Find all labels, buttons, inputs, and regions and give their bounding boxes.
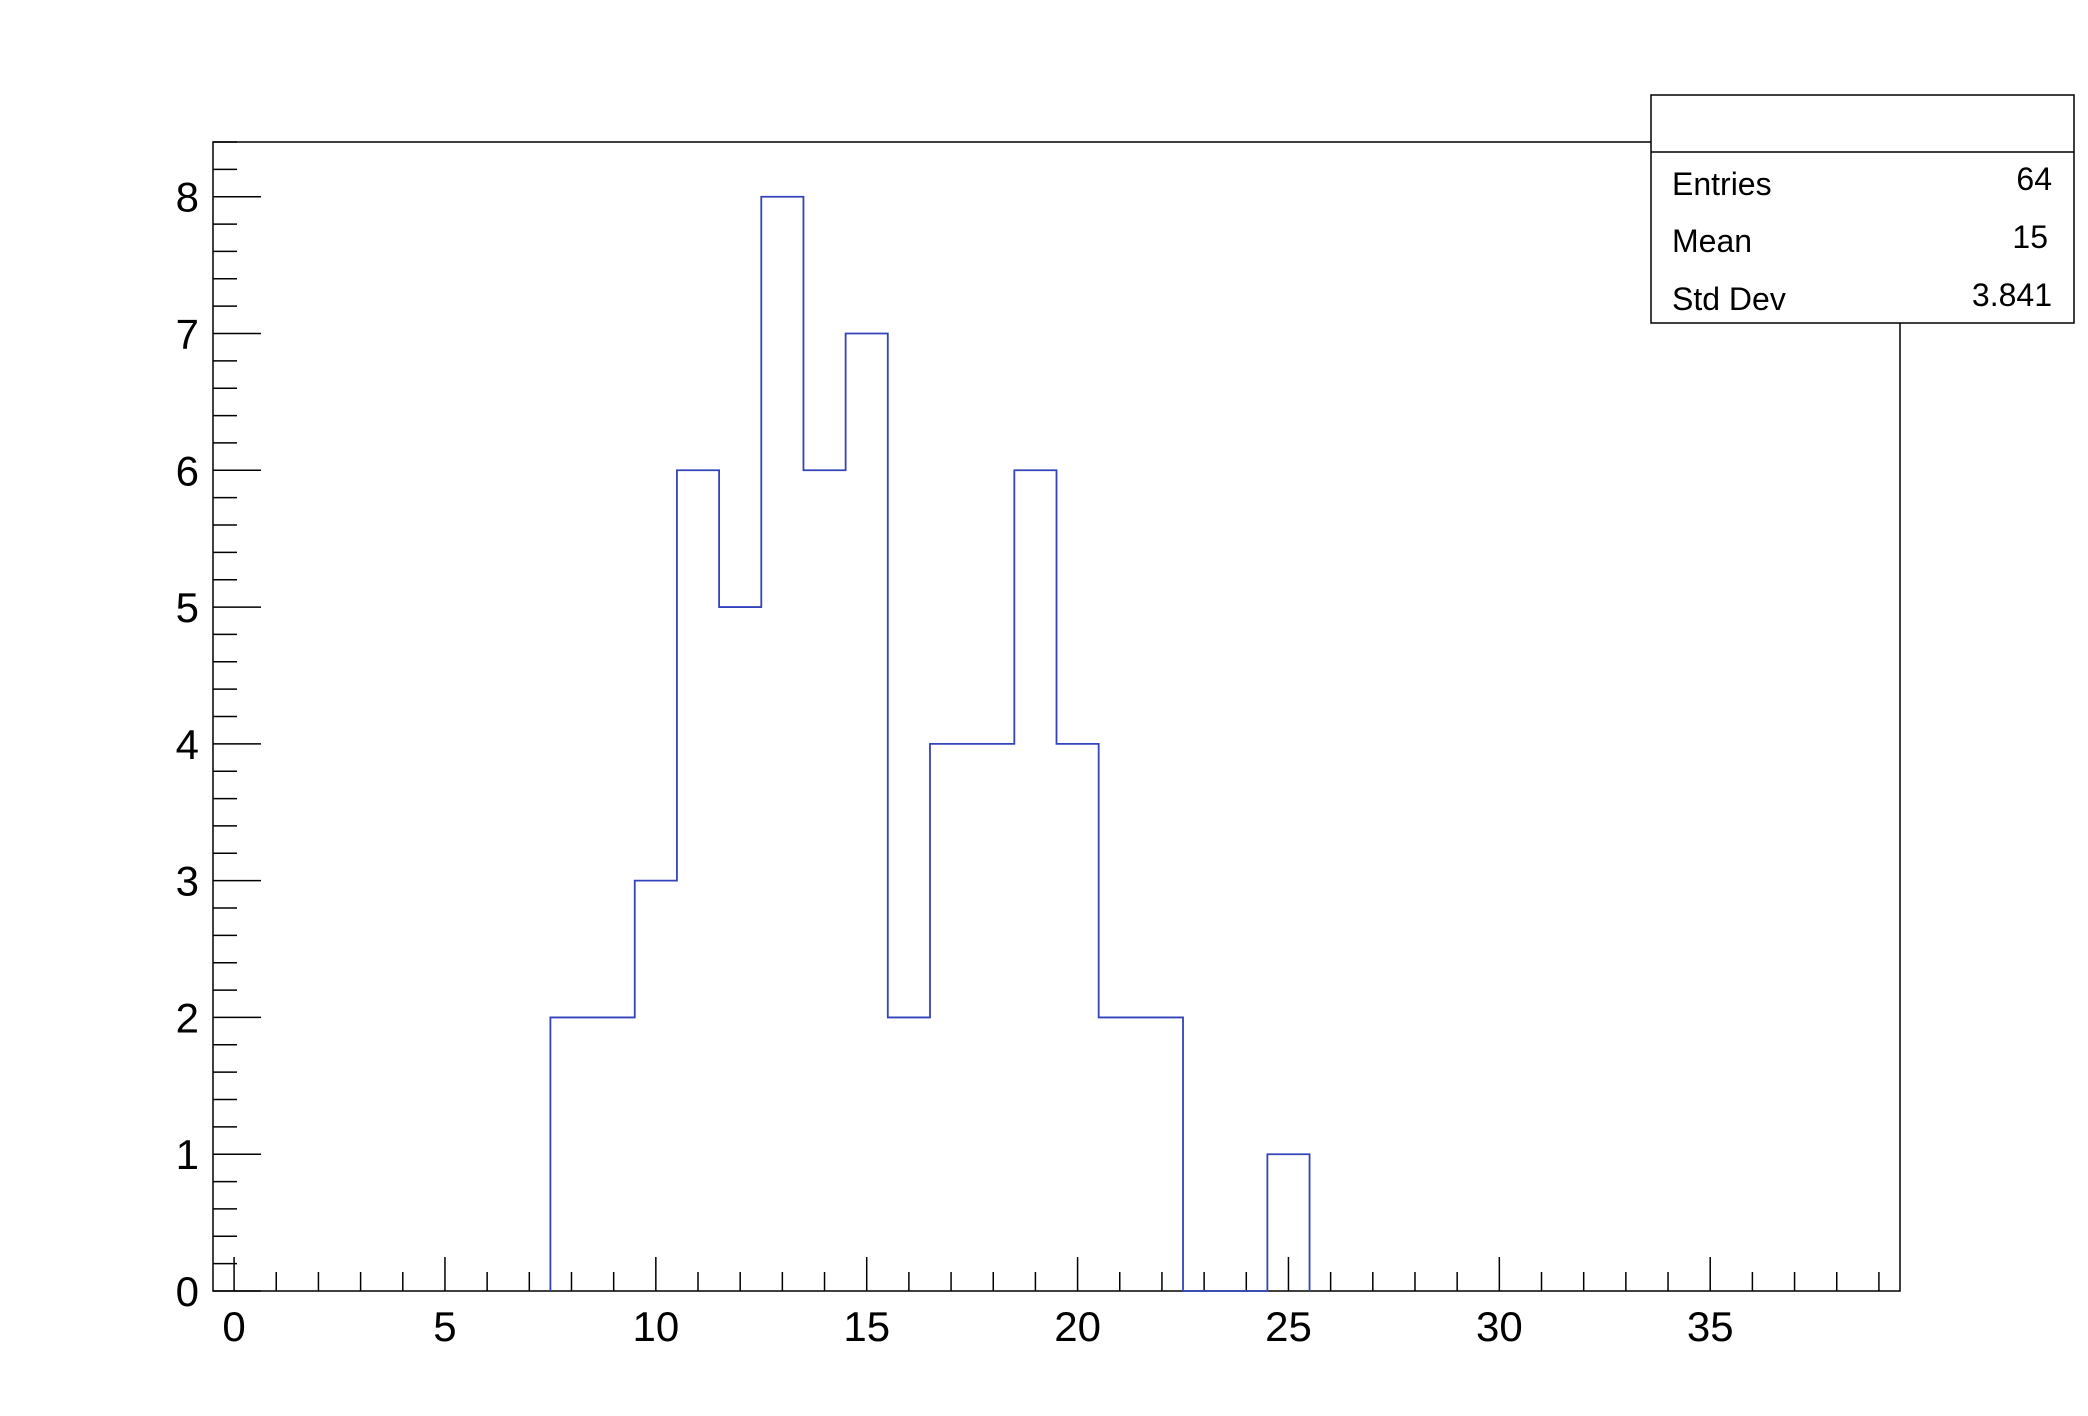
x-tick-label: 35 bbox=[1687, 1303, 1734, 1350]
stats-value-mean: 15 bbox=[2012, 219, 2048, 255]
stats-box: Entries 64 Mean 15 Std Dev 3.841 bbox=[1650, 94, 2075, 324]
y-tick-label: 4 bbox=[176, 721, 199, 768]
y-tick-label: 1 bbox=[176, 1131, 199, 1178]
histogram-bin bbox=[677, 470, 719, 1291]
stats-label-mean: Mean bbox=[1672, 223, 1752, 259]
histogram-bin bbox=[593, 1017, 635, 1291]
histogram-bin bbox=[803, 470, 845, 1291]
x-tick-label: 20 bbox=[1054, 1303, 1101, 1350]
histogram-bin bbox=[1014, 470, 1056, 1291]
histogram-bin bbox=[1099, 1017, 1141, 1291]
histogram-bin bbox=[550, 1017, 592, 1291]
x-tick-label: 5 bbox=[433, 1303, 456, 1350]
x-tick-label: 10 bbox=[632, 1303, 679, 1350]
histogram-outline bbox=[549, 195, 1311, 1292]
x-tick-label: 0 bbox=[222, 1303, 245, 1350]
y-tick-label: 8 bbox=[176, 174, 199, 221]
stats-box-frame bbox=[1650, 94, 2075, 324]
stats-label-std-dev: Std Dev bbox=[1672, 281, 1786, 317]
histogram-bin bbox=[930, 744, 972, 1291]
y-tick-label: 7 bbox=[176, 311, 199, 358]
x-tick-label: 15 bbox=[843, 1303, 890, 1350]
y-tick-label: 6 bbox=[176, 447, 199, 494]
x-tick-label: 30 bbox=[1476, 1303, 1523, 1350]
y-tick-label: 2 bbox=[176, 994, 199, 1041]
histogram-bin bbox=[635, 881, 677, 1291]
stats-label-entries: Entries bbox=[1672, 166, 1772, 202]
histogram-bin bbox=[1057, 744, 1099, 1291]
histogram-layer bbox=[549, 195, 1311, 1292]
histogram-bin bbox=[1141, 1017, 1183, 1291]
histogram-bin bbox=[761, 197, 803, 1291]
axis-ticks-layer: 0 5 10 15 20 25 30 35 0 1 2 3 4 5 6 7 8 bbox=[176, 141, 1880, 1350]
y-tick-label: 0 bbox=[176, 1268, 199, 1315]
stats-value-std-dev: 3.841 bbox=[1972, 277, 2052, 313]
histogram-bin bbox=[972, 744, 1014, 1291]
histogram-bin bbox=[888, 1017, 930, 1291]
histogram-bin bbox=[846, 334, 888, 1292]
stats-value-entries: 64 bbox=[2016, 161, 2052, 197]
y-tick-label: 5 bbox=[176, 584, 199, 631]
y-tick-label: 3 bbox=[176, 858, 199, 905]
histogram-bin bbox=[719, 607, 761, 1291]
x-tick-label: 25 bbox=[1265, 1303, 1312, 1350]
